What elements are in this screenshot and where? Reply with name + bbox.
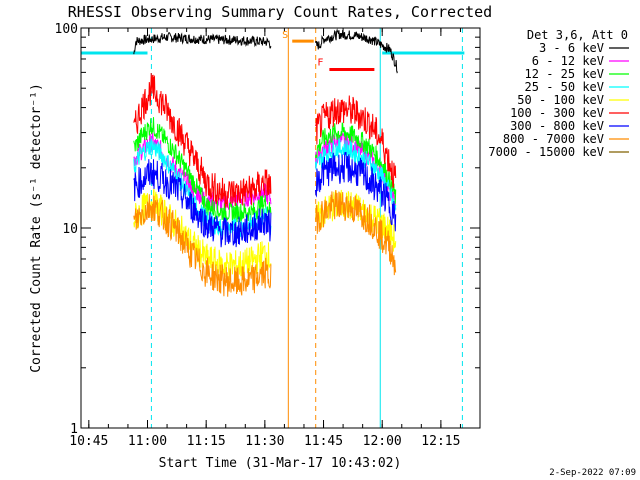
legend-label-7: 800 - 7000 keV (503, 132, 604, 146)
legend-label-8: 7000 - 15000 keV (488, 145, 604, 159)
flag-markers: SF (282, 30, 323, 68)
legend-header: Det 3,6, Att 0 (527, 28, 628, 42)
series-line-7 (133, 190, 397, 297)
series-line-0 (133, 28, 399, 74)
x-tick-label-2: 11:15 (187, 434, 226, 449)
legend-label-1: 6 - 12 keV (532, 54, 604, 68)
x-axis-ticks: 10:45 11:00 11:15 11:30 11:45 12:00 12:15 (69, 28, 481, 449)
legend-label-6: 300 - 800 keV (510, 119, 604, 133)
flag-label-0: S (282, 30, 288, 41)
x-tick-label-6: 12:15 (421, 434, 460, 449)
x-tick-label-0: 10:45 (69, 434, 108, 449)
series-lines (133, 28, 399, 297)
y-tick-label-2: 100 (55, 22, 78, 37)
series-line-2 (133, 117, 397, 223)
legend-label-3: 25 - 50 keV (525, 80, 604, 94)
x-tick-label-5: 12:00 (363, 434, 402, 449)
footer-date: 2-Sep-2022 07:09 (549, 468, 636, 478)
legend-label-4: 50 - 100 keV (517, 93, 604, 107)
chart-title: RHESSI Observing Summary Count Rates, Co… (68, 3, 492, 21)
legend-label-5: 100 - 300 keV (510, 106, 604, 120)
y-axis-label: Corrected Count Rate (s⁻¹ detector⁻¹) (29, 83, 44, 373)
x-tick-label-3: 11:30 (245, 434, 284, 449)
attenuator-segments (81, 39, 465, 72)
y-tick-label-0: 1 (70, 422, 78, 437)
legend-label-2: 12 - 25 keV (525, 67, 604, 81)
legend-label-0: 3 - 6 keV (539, 41, 604, 55)
x-tick-label-1: 11:00 (128, 434, 167, 449)
series-line-3 (133, 138, 397, 238)
x-tick-label-4: 11:45 (304, 434, 343, 449)
x-axis-label: Start Time (31-Mar-17 10:43:02) (159, 456, 402, 471)
series-line-6 (133, 151, 397, 248)
series-line-5 (133, 72, 397, 208)
y-axis-ticks: 1 10 100 (55, 22, 480, 437)
y-tick-label-1: 10 (62, 222, 78, 237)
flag-label-1: F (317, 57, 323, 68)
